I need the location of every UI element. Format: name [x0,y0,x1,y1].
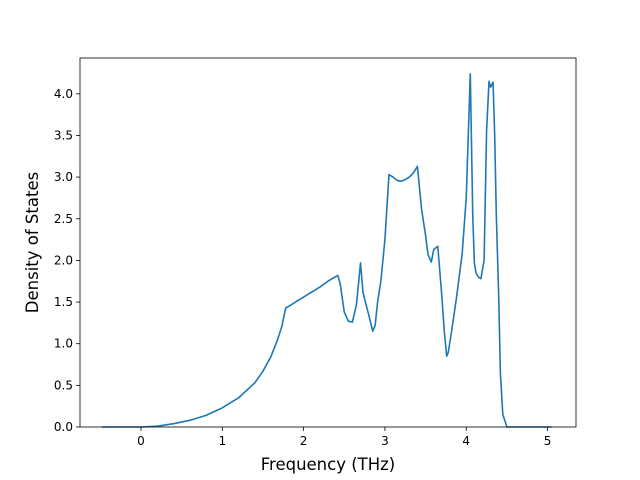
y-tick-label: 4.0 [54,87,73,101]
plot-area [101,73,552,428]
x-tick-label: 1 [218,434,226,448]
y-tick-label: 0.5 [54,378,73,392]
x-tick-label: 3 [381,434,389,448]
y-tick-label: 1.0 [54,337,73,351]
y-tick-label: 2.5 [54,212,73,226]
y-tick-label: 0.0 [54,420,73,434]
y-tick-label: 3.0 [54,170,73,184]
dos-series-line-0 [101,73,552,428]
y-tick-label: 1.5 [54,295,73,309]
x-tick-label: 4 [462,434,470,448]
axes-frame [79,57,577,428]
axis-ticks: 0 1 2 3 4 5 0.0 0.5 1.0 1.5 2.0 2.5 3.0 3.5 4.0 [54,87,551,448]
y-tick-label: 3.5 [54,128,73,142]
x-axis-label: Frequency (THz) [261,455,396,474]
y-tick-label: 2.0 [54,253,73,267]
x-tick-label: 2 [300,434,308,448]
x-tick-label: 0 [137,434,145,448]
x-tick-label: 5 [544,434,552,448]
y-axis-label: Density of States [23,172,42,313]
